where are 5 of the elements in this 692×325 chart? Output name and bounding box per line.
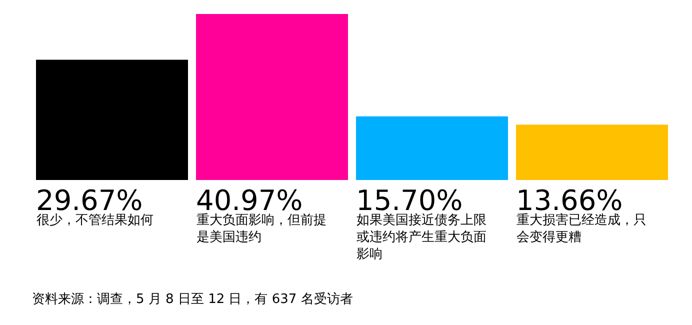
bar xyxy=(196,14,348,180)
text: 资料来源：调查，5 月 8 日至 12 日，有 637 名受访者 xyxy=(32,291,354,308)
bar xyxy=(356,116,508,180)
bar xyxy=(516,124,668,180)
bar xyxy=(36,60,188,180)
